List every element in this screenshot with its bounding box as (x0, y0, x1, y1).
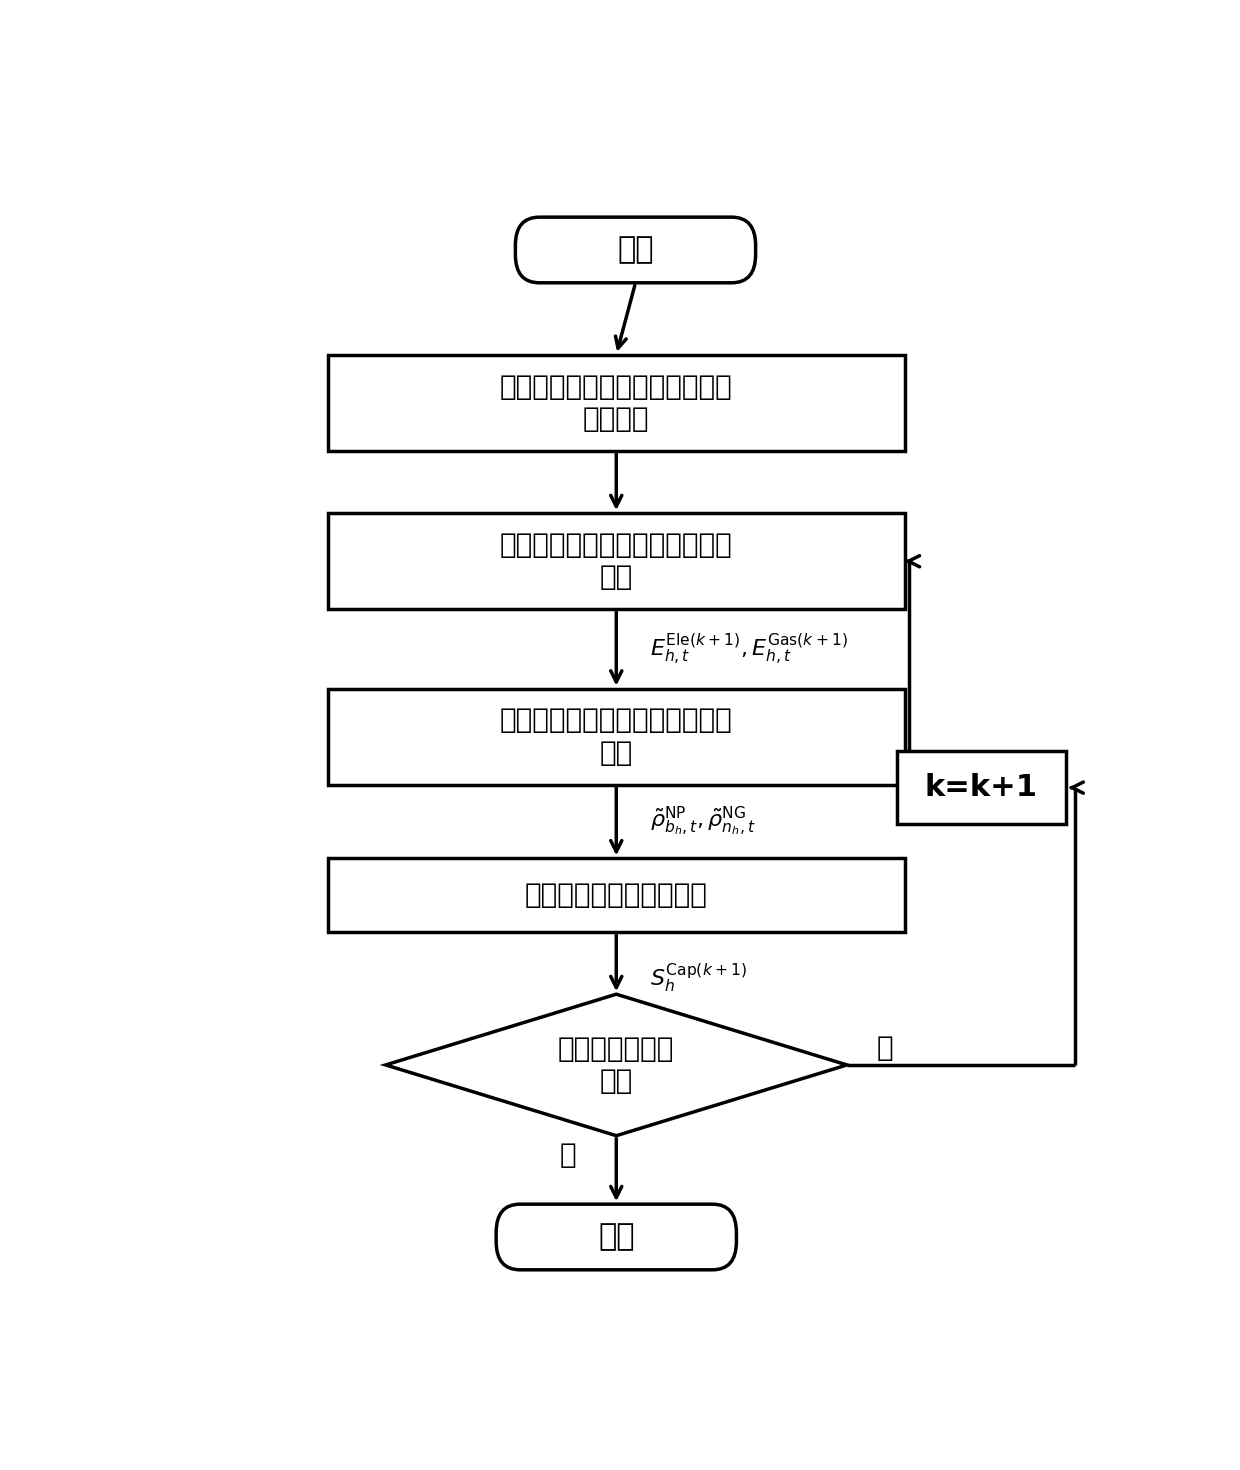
Text: 调整区域碳排放总量限值: 调整区域碳排放总量限值 (525, 881, 708, 908)
Text: 初始化，进行碳排放总量限值的
初始分配: 初始化，进行碳排放总量限值的 初始分配 (500, 372, 733, 434)
Polygon shape (386, 994, 847, 1136)
Text: 结束: 结束 (598, 1223, 635, 1251)
Text: k=k+1: k=k+1 (925, 773, 1038, 803)
Text: 否: 否 (877, 1033, 894, 1061)
Bar (327, 513, 905, 610)
Bar (327, 354, 905, 451)
Text: 求解下层区域级多能源系统规划
模型: 求解下层区域级多能源系统规划 模型 (500, 531, 733, 591)
Bar (327, 688, 905, 785)
Text: 求解上层跨区级多能源系统规划
模型: 求解上层跨区级多能源系统规划 模型 (500, 707, 733, 767)
Text: 是: 是 (560, 1141, 577, 1169)
Text: $S_h^{\mathrm{Cap}(k+1)}$: $S_h^{\mathrm{Cap}(k+1)}$ (650, 961, 746, 995)
Text: 收敛条件是否满
足？: 收敛条件是否满 足？ (558, 1035, 675, 1095)
Bar (898, 751, 1065, 825)
Text: 开始: 开始 (618, 235, 653, 265)
FancyBboxPatch shape (496, 1204, 737, 1270)
Text: $\tilde{\rho}_{b_h,t}^{\mathrm{NP}},\tilde{\rho}_{n_h,t}^{\mathrm{NG}}$: $\tilde{\rho}_{b_h,t}^{\mathrm{NP}},\til… (650, 804, 755, 838)
FancyBboxPatch shape (516, 218, 755, 282)
Text: $E_{h,t}^{\mathrm{Ele}(k+1)},E_{h,t}^{\mathrm{Gas}(k+1)}$: $E_{h,t}^{\mathrm{Ele}(k+1)},E_{h,t}^{\m… (650, 632, 848, 667)
Bar (327, 858, 905, 932)
